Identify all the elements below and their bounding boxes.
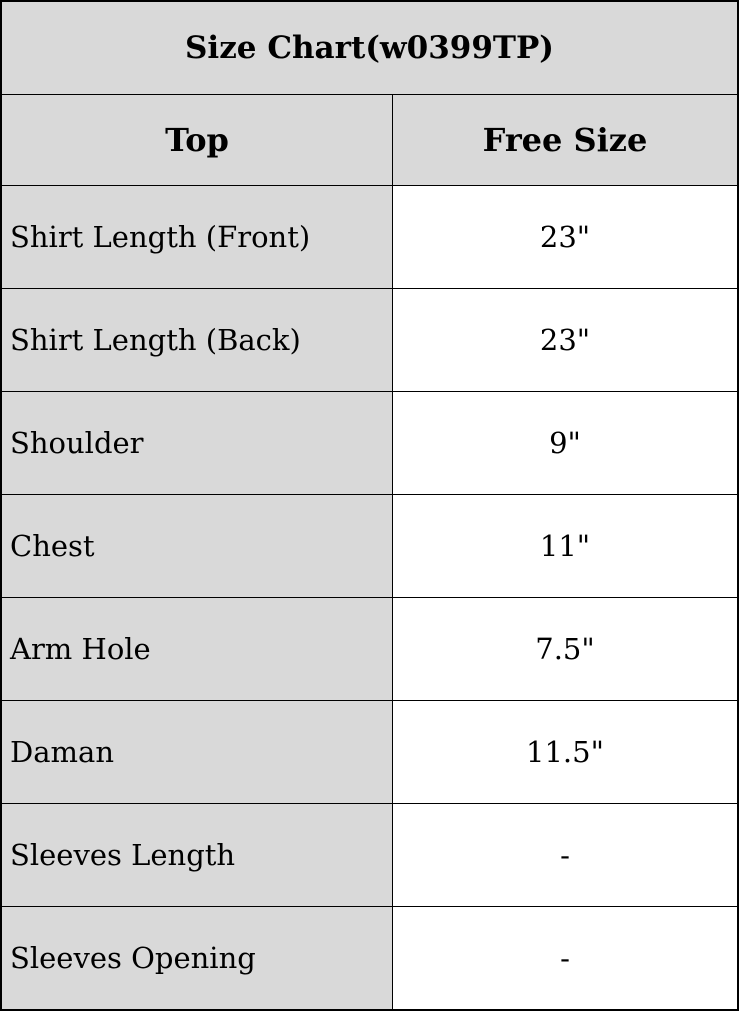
measurement-value: 11.5" [392,700,739,804]
measurement-label: Sleeves Opening [0,906,393,1011]
measurement-value: 23" [392,288,739,392]
header-free-size: Free Size [392,94,739,186]
table-row: Shirt Length (Back) 23" [0,288,739,392]
measurement-value: 23" [392,185,739,289]
measurement-label: Shirt Length (Back) [0,288,393,392]
table-title: Size Chart(w0399TP) [0,0,739,95]
measurement-value: - [392,803,739,907]
measurement-label: Shoulder [0,391,393,495]
measurement-label: Sleeves Length [0,803,393,907]
table-row: Shirt Length (Front) 23" [0,185,739,289]
measurement-value: 7.5" [392,597,739,701]
measurement-value: - [392,906,739,1011]
header-top: Top [0,94,393,186]
measurement-label: Chest [0,494,393,598]
measurement-value: 9" [392,391,739,495]
table-row: Sleeves Length - [0,803,739,907]
table-row: Sleeves Opening - [0,906,739,1011]
measurement-label: Arm Hole [0,597,393,701]
measurement-value: 11" [392,494,739,598]
table-row: Shoulder 9" [0,391,739,495]
measurement-label: Daman [0,700,393,804]
measurement-label: Shirt Length (Front) [0,185,393,289]
table-row: Arm Hole 7.5" [0,597,739,701]
table-row: Chest 11" [0,494,739,598]
table-row: Daman 11.5" [0,700,739,804]
